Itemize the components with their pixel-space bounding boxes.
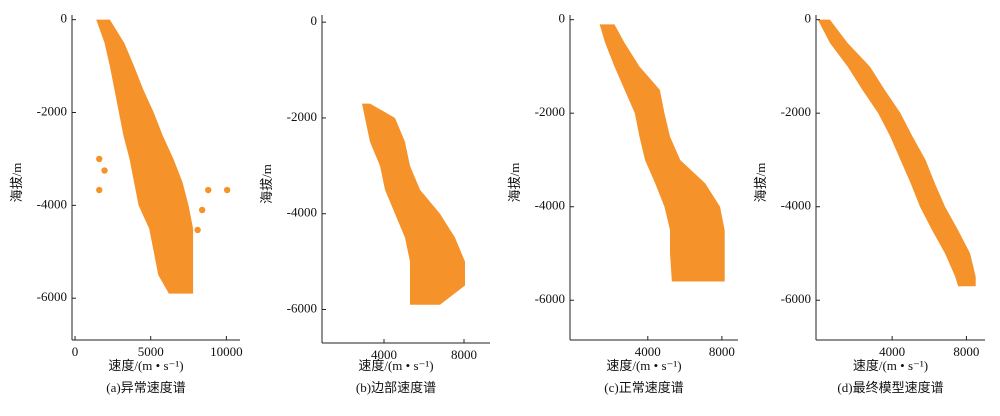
y-tick-label: -4000 [535, 198, 565, 213]
y-tick-label: -6000 [37, 289, 67, 304]
x-axis-label: 速度/(m • s⁻¹) [108, 358, 183, 373]
panel-caption: (b)边部速度谱 [356, 380, 436, 395]
y-tick-label: -2000 [535, 104, 565, 119]
outlier-point [96, 186, 103, 194]
y-tick-label: 0 [559, 11, 566, 26]
outlier-point [194, 226, 201, 234]
panel-caption: (d)最终模型速度谱 [837, 380, 943, 395]
velocity-band [599, 24, 725, 282]
outlier-point [101, 167, 108, 174]
y-tick-label: 0 [61, 11, 68, 26]
x-tick-label: 8000 [451, 347, 477, 362]
y-tick-label: -2000 [37, 103, 67, 118]
panel-caption: (c)正常速度谱 [604, 380, 683, 395]
y-tick-label: -4000 [37, 196, 67, 211]
panel-caption: (a)异常速度谱 [106, 380, 185, 395]
y-tick-label: -6000 [535, 291, 565, 306]
y-tick-label: -6000 [287, 300, 317, 315]
x-tick-label: 4000 [635, 344, 661, 359]
y-tick-label: -6000 [781, 291, 811, 306]
x-tick-label: 8000 [709, 344, 735, 359]
x-tick-label: 4000 [371, 347, 397, 362]
velocity-band [96, 19, 194, 294]
outlier-point [96, 155, 103, 163]
y-tick-label: 0 [805, 11, 812, 26]
x-axis-label: 速度/(m • s⁻¹) [606, 358, 681, 373]
outlier-point [205, 186, 212, 194]
x-axis-label: 速度/(m • s⁻¹) [358, 358, 433, 373]
velocity-band [817, 19, 976, 287]
x-tick-label: 8000 [953, 344, 979, 359]
x-tick-label: 5000 [138, 344, 164, 359]
y-axis-label: 海拔/m [507, 163, 522, 203]
velocity-band [362, 103, 465, 305]
x-axis-label: 速度/(m • s⁻¹) [853, 358, 928, 373]
x-tick-label: 4000 [879, 344, 905, 359]
outlier-point [155, 242, 162, 249]
y-tick-label: -4000 [287, 205, 317, 220]
x-tick-label: 10000 [210, 344, 243, 359]
y-tick-label: -2000 [287, 109, 317, 124]
y-tick-label: -4000 [781, 198, 811, 213]
outlier-point [223, 186, 231, 194]
outlier-point [198, 206, 206, 214]
y-tick-label: -2000 [781, 104, 811, 119]
y-tick-label: 0 [311, 13, 318, 28]
y-axis-label: 海拔/m [9, 163, 24, 203]
x-tick-label: 0 [72, 344, 79, 359]
y-axis-label: 海拔/m [259, 164, 274, 204]
y-axis-label: 海拔/m [753, 163, 768, 203]
